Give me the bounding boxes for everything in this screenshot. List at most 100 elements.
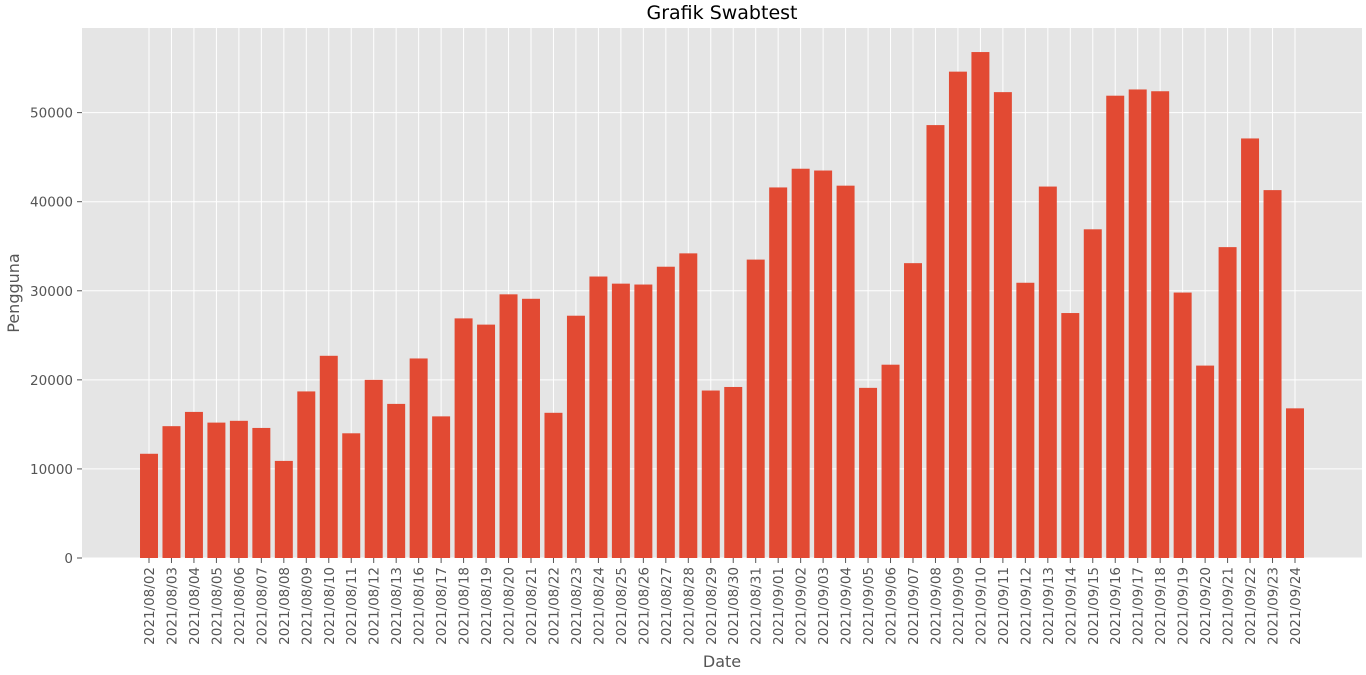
x-tick-label: 2021/09/09 xyxy=(951,567,967,645)
x-tick-label: 2021/08/11 xyxy=(344,567,360,645)
bar-series xyxy=(140,52,1304,559)
y-tick-label: 50000 xyxy=(30,106,73,122)
bar xyxy=(477,324,496,558)
x-tick-label: 2021/08/21 xyxy=(524,567,540,645)
bar xyxy=(904,263,922,558)
bar xyxy=(432,416,451,558)
x-tick-label: 2021/09/07 xyxy=(906,567,922,645)
x-tick-label: 2021/09/06 xyxy=(884,567,900,645)
x-tick-label: 2021/08/09 xyxy=(299,567,315,645)
x-tick-label: 2021/08/24 xyxy=(591,567,607,645)
x-tick-label: 2021/09/01 xyxy=(771,567,787,645)
x-tick-label: 2021/09/12 xyxy=(1018,567,1034,645)
x-tick-label: 2021/08/20 xyxy=(502,567,518,645)
y-tick-label: 20000 xyxy=(30,373,73,389)
y-tick-label: 30000 xyxy=(30,284,73,300)
bar xyxy=(1128,89,1147,558)
bar xyxy=(1016,282,1035,558)
x-tick-label: 2021/09/14 xyxy=(1063,567,1079,645)
bar xyxy=(948,71,967,558)
bar xyxy=(634,284,653,558)
x-tick-label: 2021/09/03 xyxy=(816,567,832,645)
bar xyxy=(297,391,316,558)
x-tick-label: 2021/08/26 xyxy=(636,567,652,645)
x-tick-label: 2021/08/25 xyxy=(614,567,630,645)
bar xyxy=(814,170,833,559)
bar xyxy=(656,266,675,558)
x-tick-label: 2021/08/23 xyxy=(569,567,585,645)
bar xyxy=(140,453,158,558)
chart-title: Grafik Swabtest xyxy=(647,2,798,24)
bar xyxy=(454,318,473,558)
bar xyxy=(207,422,226,558)
bar xyxy=(162,426,181,558)
bar xyxy=(544,412,563,558)
bar xyxy=(1218,247,1237,559)
x-tick-label: 2021/09/16 xyxy=(1108,567,1124,645)
x-tick-label: 2021/08/03 xyxy=(164,567,180,645)
x-tick-label: 2021/08/06 xyxy=(232,567,248,645)
x-tick-label: 2021/09/20 xyxy=(1198,567,1214,645)
y-tick-label: 0 xyxy=(64,551,73,567)
x-tick-label: 2021/08/31 xyxy=(749,567,765,645)
bar xyxy=(229,420,248,558)
y-gridlines xyxy=(82,112,1362,559)
x-tick-label: 2021/09/02 xyxy=(794,567,810,645)
bar xyxy=(566,315,585,558)
bar xyxy=(836,185,855,558)
bar xyxy=(1038,186,1057,558)
x-tick-label: 2021/08/13 xyxy=(389,567,405,645)
bar xyxy=(724,386,743,558)
bar xyxy=(791,168,810,558)
bar xyxy=(746,259,765,558)
bar xyxy=(364,379,383,558)
bar xyxy=(1173,292,1192,558)
x-tick-label: 2021/09/10 xyxy=(973,567,989,645)
x-tick-label: 2021/08/27 xyxy=(659,567,675,645)
x-tick-label: 2021/09/22 xyxy=(1243,567,1259,645)
bar xyxy=(1151,91,1170,558)
x-tick-label: 2021/08/30 xyxy=(726,567,742,645)
bar xyxy=(1241,138,1260,558)
bar xyxy=(409,358,428,558)
plot-background xyxy=(82,28,1362,558)
x-tick-label: 2021/09/23 xyxy=(1266,567,1282,645)
x-tick-label: 2021/08/05 xyxy=(209,567,225,645)
x-tick-label: 2021/08/02 xyxy=(142,567,158,645)
x-tick-label: 2021/09/05 xyxy=(861,567,877,645)
x-tick-label: 2021/09/18 xyxy=(1153,567,1169,645)
x-tick-label: 2021/09/15 xyxy=(1086,567,1102,645)
bar xyxy=(387,403,406,558)
x-tick-label: 2021/08/04 xyxy=(187,567,203,645)
x-tick-label: 2021/08/10 xyxy=(322,567,338,645)
x-tick-label: 2021/08/17 xyxy=(434,567,450,645)
x-tick-label: 2021/08/08 xyxy=(277,567,293,645)
y-axis-ticks: 0 10000 20000 30000 40000 50000 xyxy=(30,106,82,567)
bar xyxy=(1106,95,1125,558)
bar xyxy=(522,298,540,558)
bar xyxy=(993,92,1012,558)
x-tick-label: 2021/08/18 xyxy=(457,567,473,645)
x-tick-label: 2021/09/13 xyxy=(1041,567,1057,645)
bar xyxy=(611,283,630,558)
x-tick-label: 2021/08/28 xyxy=(681,567,697,645)
x-tick-label: 2021/09/04 xyxy=(839,567,855,645)
x-tick-label: 2021/09/11 xyxy=(996,567,1012,645)
bar xyxy=(881,364,900,558)
x-tick-label: 2021/09/19 xyxy=(1176,567,1192,645)
x-axis-label: Date xyxy=(703,652,741,671)
bar xyxy=(1083,229,1102,559)
x-tick-label: 2021/08/07 xyxy=(254,567,270,645)
bar xyxy=(701,390,720,558)
y-tick-label: 10000 xyxy=(30,462,73,478)
x-tick-label: 2021/09/21 xyxy=(1221,567,1237,645)
x-tick-label: 2021/09/24 xyxy=(1288,567,1304,645)
x-tick-label: 2021/08/29 xyxy=(704,567,720,645)
bar xyxy=(859,387,878,558)
x-axis-ticks: 2021/08/02 2021/08/03 2021/08/04 2021/08/05… xyxy=(142,558,1304,645)
x-tick-label: 2021/08/19 xyxy=(479,567,495,645)
bar xyxy=(926,125,945,558)
bar xyxy=(1061,313,1080,558)
x-tick-label: 2021/08/16 xyxy=(412,567,428,645)
